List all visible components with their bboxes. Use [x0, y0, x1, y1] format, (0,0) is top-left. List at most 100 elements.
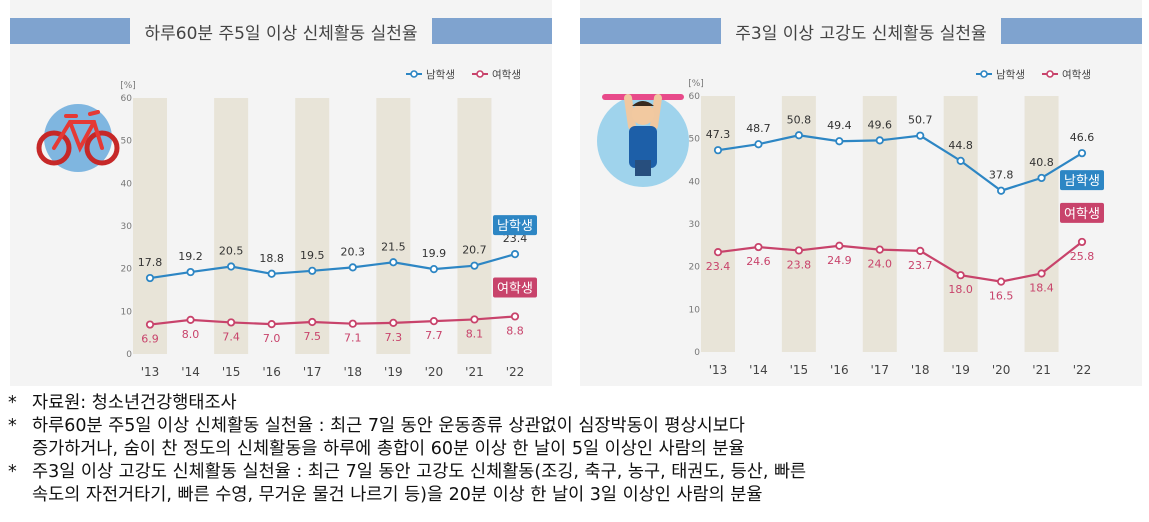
series-end-badge	[1060, 170, 1104, 191]
column-band	[862, 96, 897, 352]
data-point	[835, 241, 844, 250]
data-point	[186, 267, 195, 277]
data-label: 19.2	[178, 250, 203, 263]
data-point	[348, 263, 357, 272]
chart-title-band: 주3일 이상 고강도 신체활동 실천율	[580, 18, 1142, 44]
note-definition-2-cont: 속도의 자전거타기, 빠른 수영, 무거운 물건 나르기 등)을 20분 이상 …	[8, 484, 1144, 507]
legend-label: 남학생	[426, 69, 455, 81]
data-label: 18.0	[948, 283, 973, 296]
data-point	[956, 271, 965, 280]
data-point	[227, 318, 236, 327]
data-label: 16.5	[989, 290, 1014, 303]
x-tick-label: '16	[830, 363, 849, 377]
title-band-right	[431, 18, 552, 44]
data-label: 20.7	[462, 244, 487, 257]
chart-title: 하루60분 주5일 이상 신체활동 실천율	[130, 18, 432, 44]
data-label: 7.0	[263, 332, 281, 345]
note-text: 하루60분 주5일 이상 신체활동 실천율 : 최근 7일 동안 운동종류 상관…	[32, 416, 745, 436]
chart-panel-daily-activity: 하루60분 주5일 이상 신체활동 실천율 [%] 0 10 20 30 40 50 60 '1…	[10, 0, 552, 386]
data-label: 24.9	[827, 254, 852, 267]
x-tick-label: '15	[222, 365, 241, 379]
data-point	[794, 246, 803, 255]
y-tick-label: 20	[689, 263, 701, 273]
data-label: 19.9	[422, 247, 447, 260]
data-point	[875, 136, 884, 145]
data-point	[997, 186, 1006, 195]
series-line	[717, 241, 1083, 283]
data-point	[1037, 269, 1046, 278]
data-point	[1037, 173, 1046, 183]
y-tick-label: 0	[694, 348, 700, 358]
legend-label: 남학생	[996, 69, 1025, 81]
column-band	[701, 96, 735, 352]
y-tick-label: 60	[121, 94, 133, 104]
series-end-badge-label: 남학생	[497, 219, 533, 234]
y-tick-label: 60	[689, 92, 701, 102]
data-label: 23.8	[787, 258, 812, 271]
bicycle-icon	[36, 104, 120, 172]
pull-up-icon	[597, 94, 689, 187]
x-tick-label: '20	[992, 363, 1011, 377]
chart-panel-vigorous-activity: 주3일 이상 고강도 신체활동 실천율 [%] 0 10 20 30 40 50 60 '13 '…	[580, 0, 1142, 386]
note-text: 주3일 이상 고강도 신체활동 실천율 : 최근 7일 동안 고강도 신체활동(…	[32, 462, 807, 482]
data-point	[429, 264, 438, 274]
data-label: 47.3	[706, 128, 731, 141]
data-label: 21.5	[381, 240, 406, 253]
data-point	[348, 319, 357, 328]
series-end-badge	[493, 277, 537, 298]
note-source: * 자료원: 청소년건강행태조사	[8, 392, 1144, 415]
y-tick-label: 40	[689, 177, 701, 187]
data-label: 7.7	[425, 329, 443, 342]
title-band-left	[580, 18, 722, 44]
data-label: 37.8	[989, 169, 1014, 182]
data-point	[754, 242, 763, 252]
note-definition-1-cont: 증가하거나, 숨이 찬 정도의 신체활동을 하루에 총합이 60분 이상 한 날…	[8, 438, 1144, 461]
y-tick-label: 30	[121, 222, 133, 232]
x-tick-label: '17	[870, 363, 889, 377]
bullet-star-icon: *	[8, 416, 17, 436]
column-band	[376, 98, 411, 354]
data-point	[308, 266, 317, 275]
data-point	[389, 258, 398, 267]
data-point	[186, 315, 195, 324]
data-point	[470, 315, 479, 324]
data-point	[713, 146, 723, 155]
footnotes: * 자료원: 청소년건강행태조사 * 하루60분 주5일 이상 신체활동 실천율…	[8, 392, 1144, 507]
data-point	[916, 131, 925, 140]
title-band-right	[1000, 18, 1142, 44]
data-label: 17.8	[138, 256, 163, 269]
x-tick-label: '18	[911, 363, 930, 377]
data-label: 23.4	[503, 232, 528, 245]
data-label: 25.8	[1070, 250, 1095, 263]
data-label: 7.4	[222, 330, 240, 343]
data-label: 49.4	[827, 119, 852, 132]
x-tick-label: '18	[343, 365, 362, 379]
data-label: 19.5	[300, 249, 325, 262]
data-point	[1077, 149, 1087, 158]
x-tick-label: '14	[181, 365, 200, 379]
x-tick-label: '17	[303, 365, 322, 379]
bullet-star-icon: *	[8, 393, 17, 413]
line-chart-daily-activity: [%] 0 10 20 30 40 50 60 '13 '14 '15 '16 '17 '18 '19 '20…	[36, 69, 537, 379]
x-tick-label: '16	[262, 365, 281, 379]
data-point	[794, 131, 803, 140]
x-tick-label: '15	[790, 363, 809, 377]
y-axis-unit: [%]	[688, 79, 704, 89]
x-tick-label: '14	[749, 363, 768, 377]
x-tick-label: '19	[951, 363, 970, 377]
column-band	[214, 98, 249, 354]
data-label: 7.3	[385, 331, 403, 344]
data-label: 48.7	[746, 122, 771, 135]
data-label: 50.7	[908, 114, 933, 127]
series-end-badge-label: 여학생	[1064, 207, 1100, 222]
data-label: 8.1	[466, 327, 484, 340]
data-point	[875, 245, 884, 254]
x-tick-label: '21	[1032, 363, 1051, 377]
column-band	[943, 96, 978, 352]
legend-marker	[410, 70, 418, 78]
data-label: 24.0	[868, 258, 893, 271]
x-tick-label: '20	[425, 365, 444, 379]
y-tick-label: 50	[689, 135, 701, 145]
column-band	[133, 98, 167, 354]
title-band-left	[10, 18, 131, 44]
